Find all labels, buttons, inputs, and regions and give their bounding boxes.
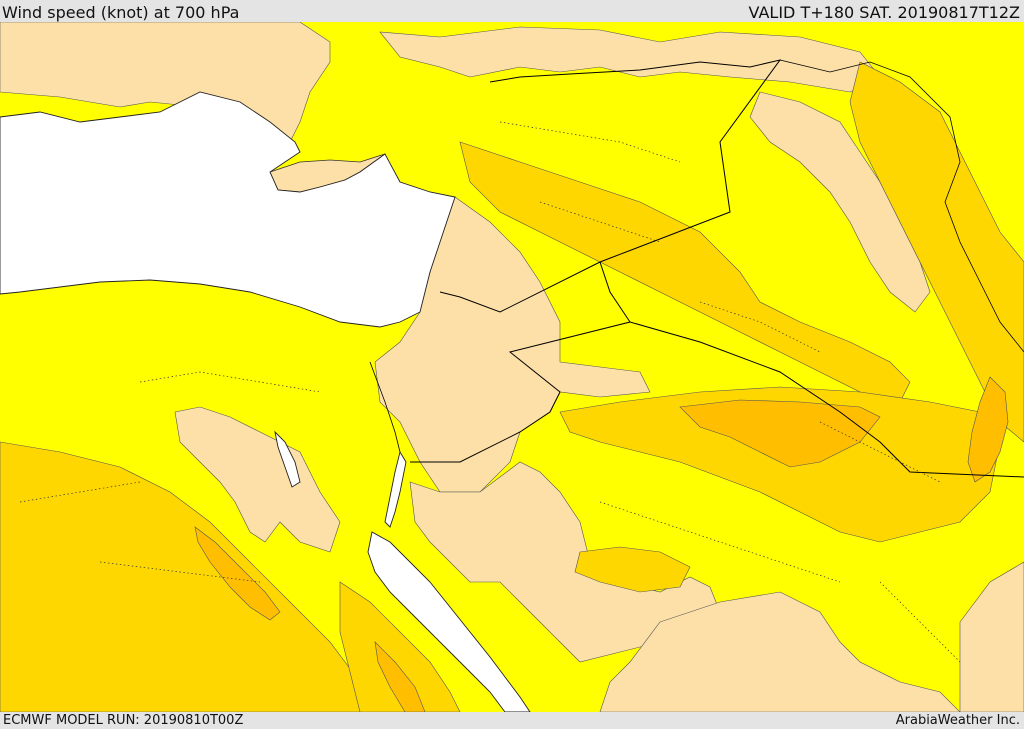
model-run-label: ECMWF MODEL RUN: 20190810T00Z	[3, 713, 244, 728]
moderate-region-africa-west	[0, 441, 376, 712]
strong-region-gulf	[967, 376, 1009, 483]
calm-region-north	[379, 26, 881, 93]
header-bar: Wind speed (knot) at 700 hPa VALID T+180…	[0, 0, 1024, 22]
calm-region-levant	[374, 196, 651, 493]
moderate-region-arabia	[574, 546, 691, 593]
valid-time-label: VALID T+180 SAT. 20190817T12Z	[748, 3, 1020, 22]
strong-region-iraq-south	[679, 399, 881, 468]
credit-label: ArabiaWeather Inc.	[895, 713, 1020, 728]
red-sea	[367, 531, 531, 712]
calm-region-arabia-south	[599, 591, 961, 712]
moderate-region-redsea	[339, 581, 461, 712]
country-border-iran	[779, 59, 1024, 353]
province-boundaries	[19, 121, 961, 663]
wind-speed-map-svg	[0, 22, 1024, 712]
footer-bar: ECMWF MODEL RUN: 20190810T00Z ArabiaWeat…	[0, 712, 1024, 729]
strong-region-africa	[194, 526, 281, 621]
gulf-of-suez	[274, 430, 301, 488]
country-border-jordan-saudi	[410, 261, 631, 463]
strong-region-redsea-south	[374, 641, 426, 712]
calm-region-northeast	[749, 91, 931, 313]
weather-map[interactable]	[0, 22, 1024, 712]
country-border-egypt	[369, 361, 401, 453]
gulf-of-aqaba	[384, 450, 407, 528]
country-border-saudi-iraq	[629, 321, 1024, 478]
calm-region-southeast	[959, 561, 1024, 712]
moderate-region-central	[559, 386, 1001, 543]
mediterranean-sea	[0, 91, 456, 328]
calm-region-sinai-egypt	[174, 406, 341, 553]
map-title: Wind speed (knot) at 700 hPa	[2, 3, 240, 22]
